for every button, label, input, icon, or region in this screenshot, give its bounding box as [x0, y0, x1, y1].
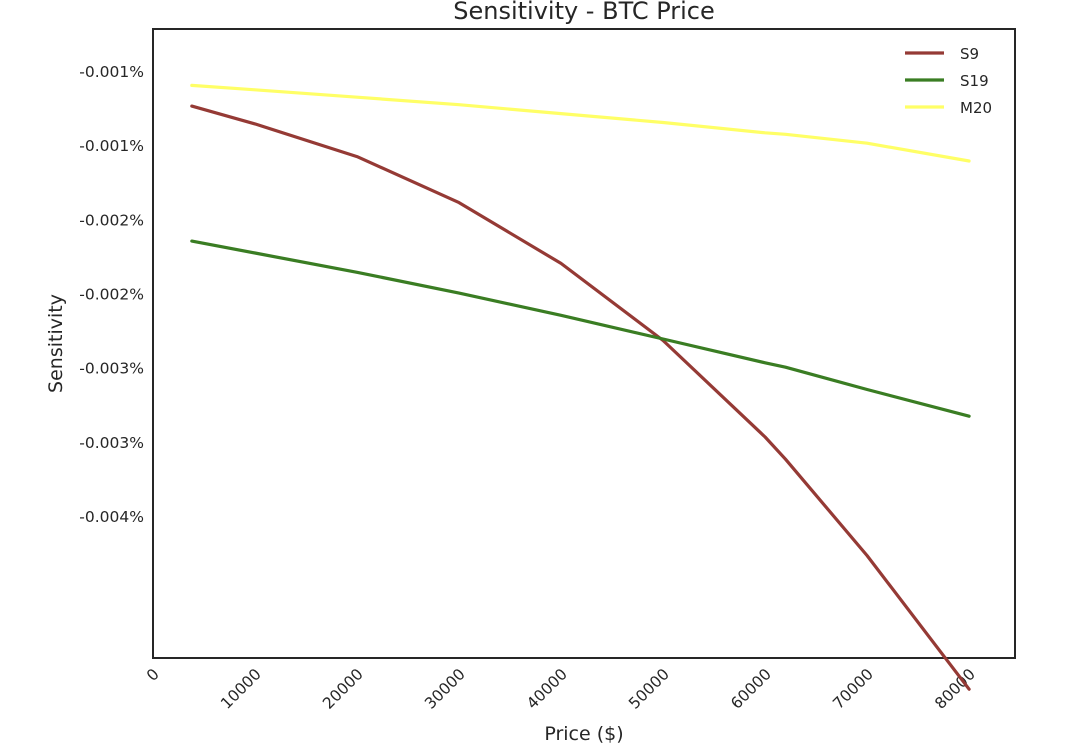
y-axis-ticks: -0.001% -0.001% -0.002% -0.002% -0.003% -0.00…	[79, 63, 144, 526]
chart-title: Sensitivity - BTC Price	[453, 0, 715, 25]
legend-label-s9: S9	[960, 45, 979, 63]
x-tick-label: 50000	[625, 665, 673, 713]
y-tick-label: -0.001%	[79, 137, 144, 155]
legend-label-m20: M20	[960, 99, 992, 117]
series-line-m20	[190, 83, 971, 163]
y-axis-label: Sensitivity	[45, 294, 67, 393]
y-tick-label: -0.002%	[79, 211, 144, 229]
y-tick-label: -0.002%	[79, 286, 144, 304]
y-tick-label: -0.001%	[79, 63, 144, 81]
legend: S9 S19 M20	[905, 45, 992, 117]
x-tick-label: 60000	[727, 665, 775, 713]
x-tick-label: 20000	[319, 665, 367, 713]
x-tick-label: 30000	[421, 665, 469, 713]
y-tick-label: -0.003%	[79, 360, 144, 378]
series-line-s19	[190, 239, 971, 418]
x-tick-label: 10000	[217, 665, 265, 713]
x-tick-label: 40000	[523, 665, 571, 713]
series-lines	[190, 83, 971, 691]
x-tick-label: 70000	[829, 665, 877, 713]
x-axis-label: Price ($)	[544, 723, 623, 745]
y-tick-label: -0.004%	[79, 508, 144, 526]
plot-area-frame	[152, 28, 1016, 659]
y-tick-label: -0.003%	[79, 434, 144, 452]
x-tick-label: 0	[143, 665, 163, 685]
legend-label-s19: S19	[960, 72, 989, 90]
x-axis-ticks: 0 10000 20000 30000 40000 50000 60000 70000 8000…	[143, 665, 979, 713]
series-line-s9	[190, 104, 971, 691]
